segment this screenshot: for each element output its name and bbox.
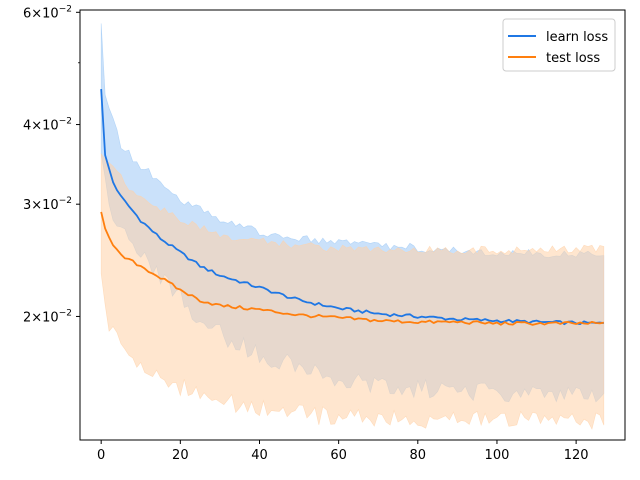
legend: learn loss test loss	[502, 18, 616, 72]
x-axis: 0 20 40 60 80 100 120	[97, 440, 589, 463]
x-tick-label: 0	[97, 448, 105, 463]
line-learn-loss	[100, 89, 604, 326]
y-tick-label: 4×10−2	[23, 117, 72, 134]
y-tick-label: 2×10−2	[23, 308, 72, 325]
x-tick-label: 100	[485, 448, 510, 463]
y-tick-label: 6×10−2	[23, 4, 72, 21]
legend-label-test-loss: test loss	[546, 51, 600, 66]
line-test-loss	[100, 211, 604, 326]
band-test-loss	[100, 153, 605, 430]
y-axis: 2×10−2 3×10−2 4×10−2 6×10−2	[23, 4, 80, 325]
x-tick-label: 20	[172, 448, 189, 463]
confidence-bands	[100, 23, 605, 430]
axes-frame	[79, 9, 626, 441]
x-tick-label: 40	[251, 448, 268, 463]
series-lines	[100, 89, 604, 326]
legend-label-learn-loss: learn loss	[546, 30, 608, 45]
y-tick-label: 3×10−2	[23, 196, 72, 213]
x-tick-label: 60	[330, 448, 347, 463]
x-tick-label: 120	[564, 448, 589, 463]
x-tick-label: 80	[410, 448, 427, 463]
